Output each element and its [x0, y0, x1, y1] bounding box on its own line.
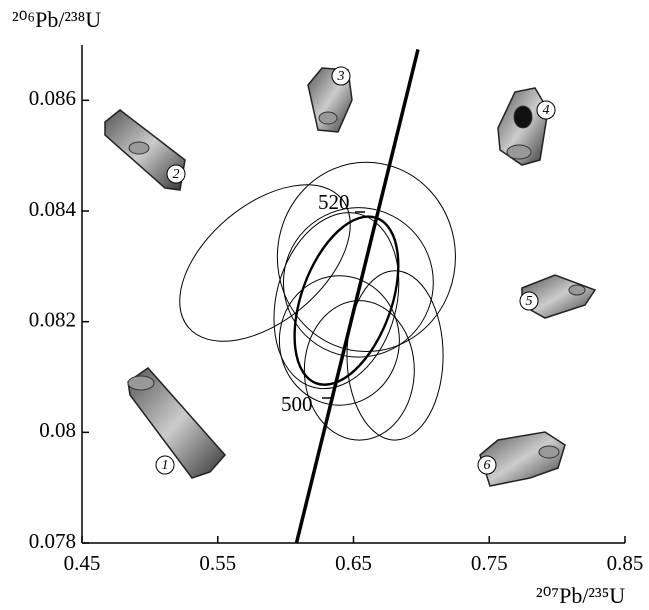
y-tick-label: 0.078 [29, 529, 76, 553]
error-ellipse [304, 301, 414, 440]
y-tick-label: 0.082 [29, 307, 76, 331]
y-axis-label: ²⁰⁶Pb/²³⁸U [12, 7, 101, 32]
grain-number: 3 [337, 69, 345, 84]
y-tick-label: 0.08 [39, 418, 76, 442]
grain-number: 2 [173, 167, 180, 182]
grain-number: 5 [526, 294, 533, 309]
x-tick-label: 0.55 [199, 551, 236, 575]
y-tick-label: 0.084 [29, 197, 77, 221]
age-label: 520 [318, 190, 350, 214]
chart: ²⁰⁶Pb/²³⁸U ²⁰⁷Pb/²³⁵U 1 2 3 4 5 6 0.078 0.08 0.… [0, 0, 649, 610]
error-ellipse [151, 154, 379, 372]
x-axis-label: ²⁰⁷Pb/²³⁵U [536, 583, 625, 608]
x-tick-label: 0.45 [64, 551, 101, 575]
x-tick-label: 0.75 [471, 551, 508, 575]
age-label: 500 [281, 392, 313, 416]
grain-number: 4 [543, 103, 550, 118]
grain-number: 6 [484, 458, 491, 473]
y-tick-label: 0.086 [29, 86, 76, 110]
x-tick-label: 0.65 [335, 551, 372, 575]
x-tick-label: 0.85 [607, 551, 644, 575]
error-ellipse [274, 203, 419, 399]
grain-number: 1 [162, 458, 169, 473]
